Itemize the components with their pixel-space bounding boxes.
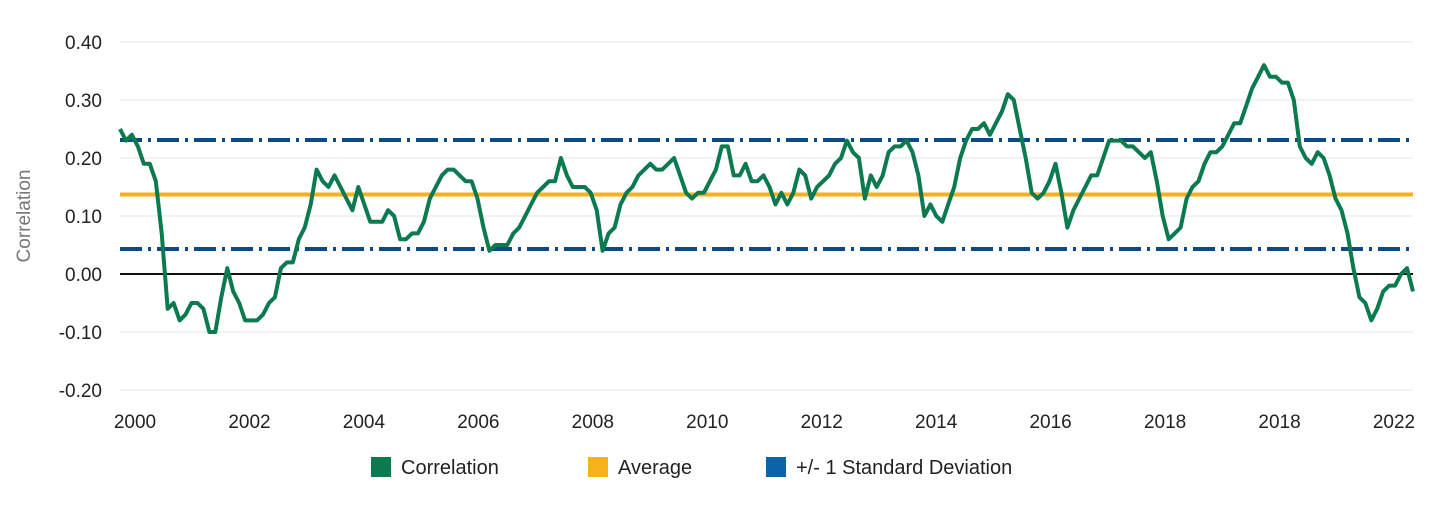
y-axis-ticks: 0.40 0.30 0.20 0.10 0.00 -0.10 -0.20 [59,33,102,402]
x-tick-label: 2016 [1029,412,1071,433]
legend-swatch-average [588,457,608,477]
legend-swatch-correlation [371,457,391,477]
x-tick-label: 2012 [801,412,843,433]
y-tick-label: 0.00 [65,265,102,286]
legend-label-correlation: Correlation [401,457,499,479]
y-tick-label: 0.10 [65,207,102,228]
x-tick-label: 2004 [343,412,386,433]
x-tick-label: 2014 [915,412,958,433]
x-tick-label: 2010 [686,412,728,433]
gridlines [120,41,1413,391]
x-tick-label: 2008 [572,412,614,433]
y-tick-label: -0.20 [59,381,102,402]
y-tick-label: 0.40 [65,33,102,54]
x-tick-label: 2000 [114,412,156,433]
y-tick-label: -0.10 [59,323,102,344]
x-axis-ticks: 2000 2002 2004 2006 2008 2010 2012 2014 2016 2018… [114,412,1415,433]
legend: Correlation Average +/- 1 Standard Devia… [371,457,1012,479]
y-tick-label: 0.30 [65,91,102,112]
legend-label-average: Average [618,457,692,479]
y-axis-label: Correlation [14,170,35,263]
x-tick-label: 2018 [1258,412,1300,433]
legend-swatch-std-dev [766,457,786,477]
legend-label-std-dev: +/- 1 Standard Deviation [796,457,1012,479]
x-tick-label: 2018 [1144,412,1186,433]
x-tick-label: 2002 [228,412,270,433]
x-tick-label: 2006 [457,412,499,433]
correlation-series-line [118,63,1415,334]
y-tick-label: 0.20 [65,149,102,170]
x-tick-label: 2022 [1373,412,1415,433]
